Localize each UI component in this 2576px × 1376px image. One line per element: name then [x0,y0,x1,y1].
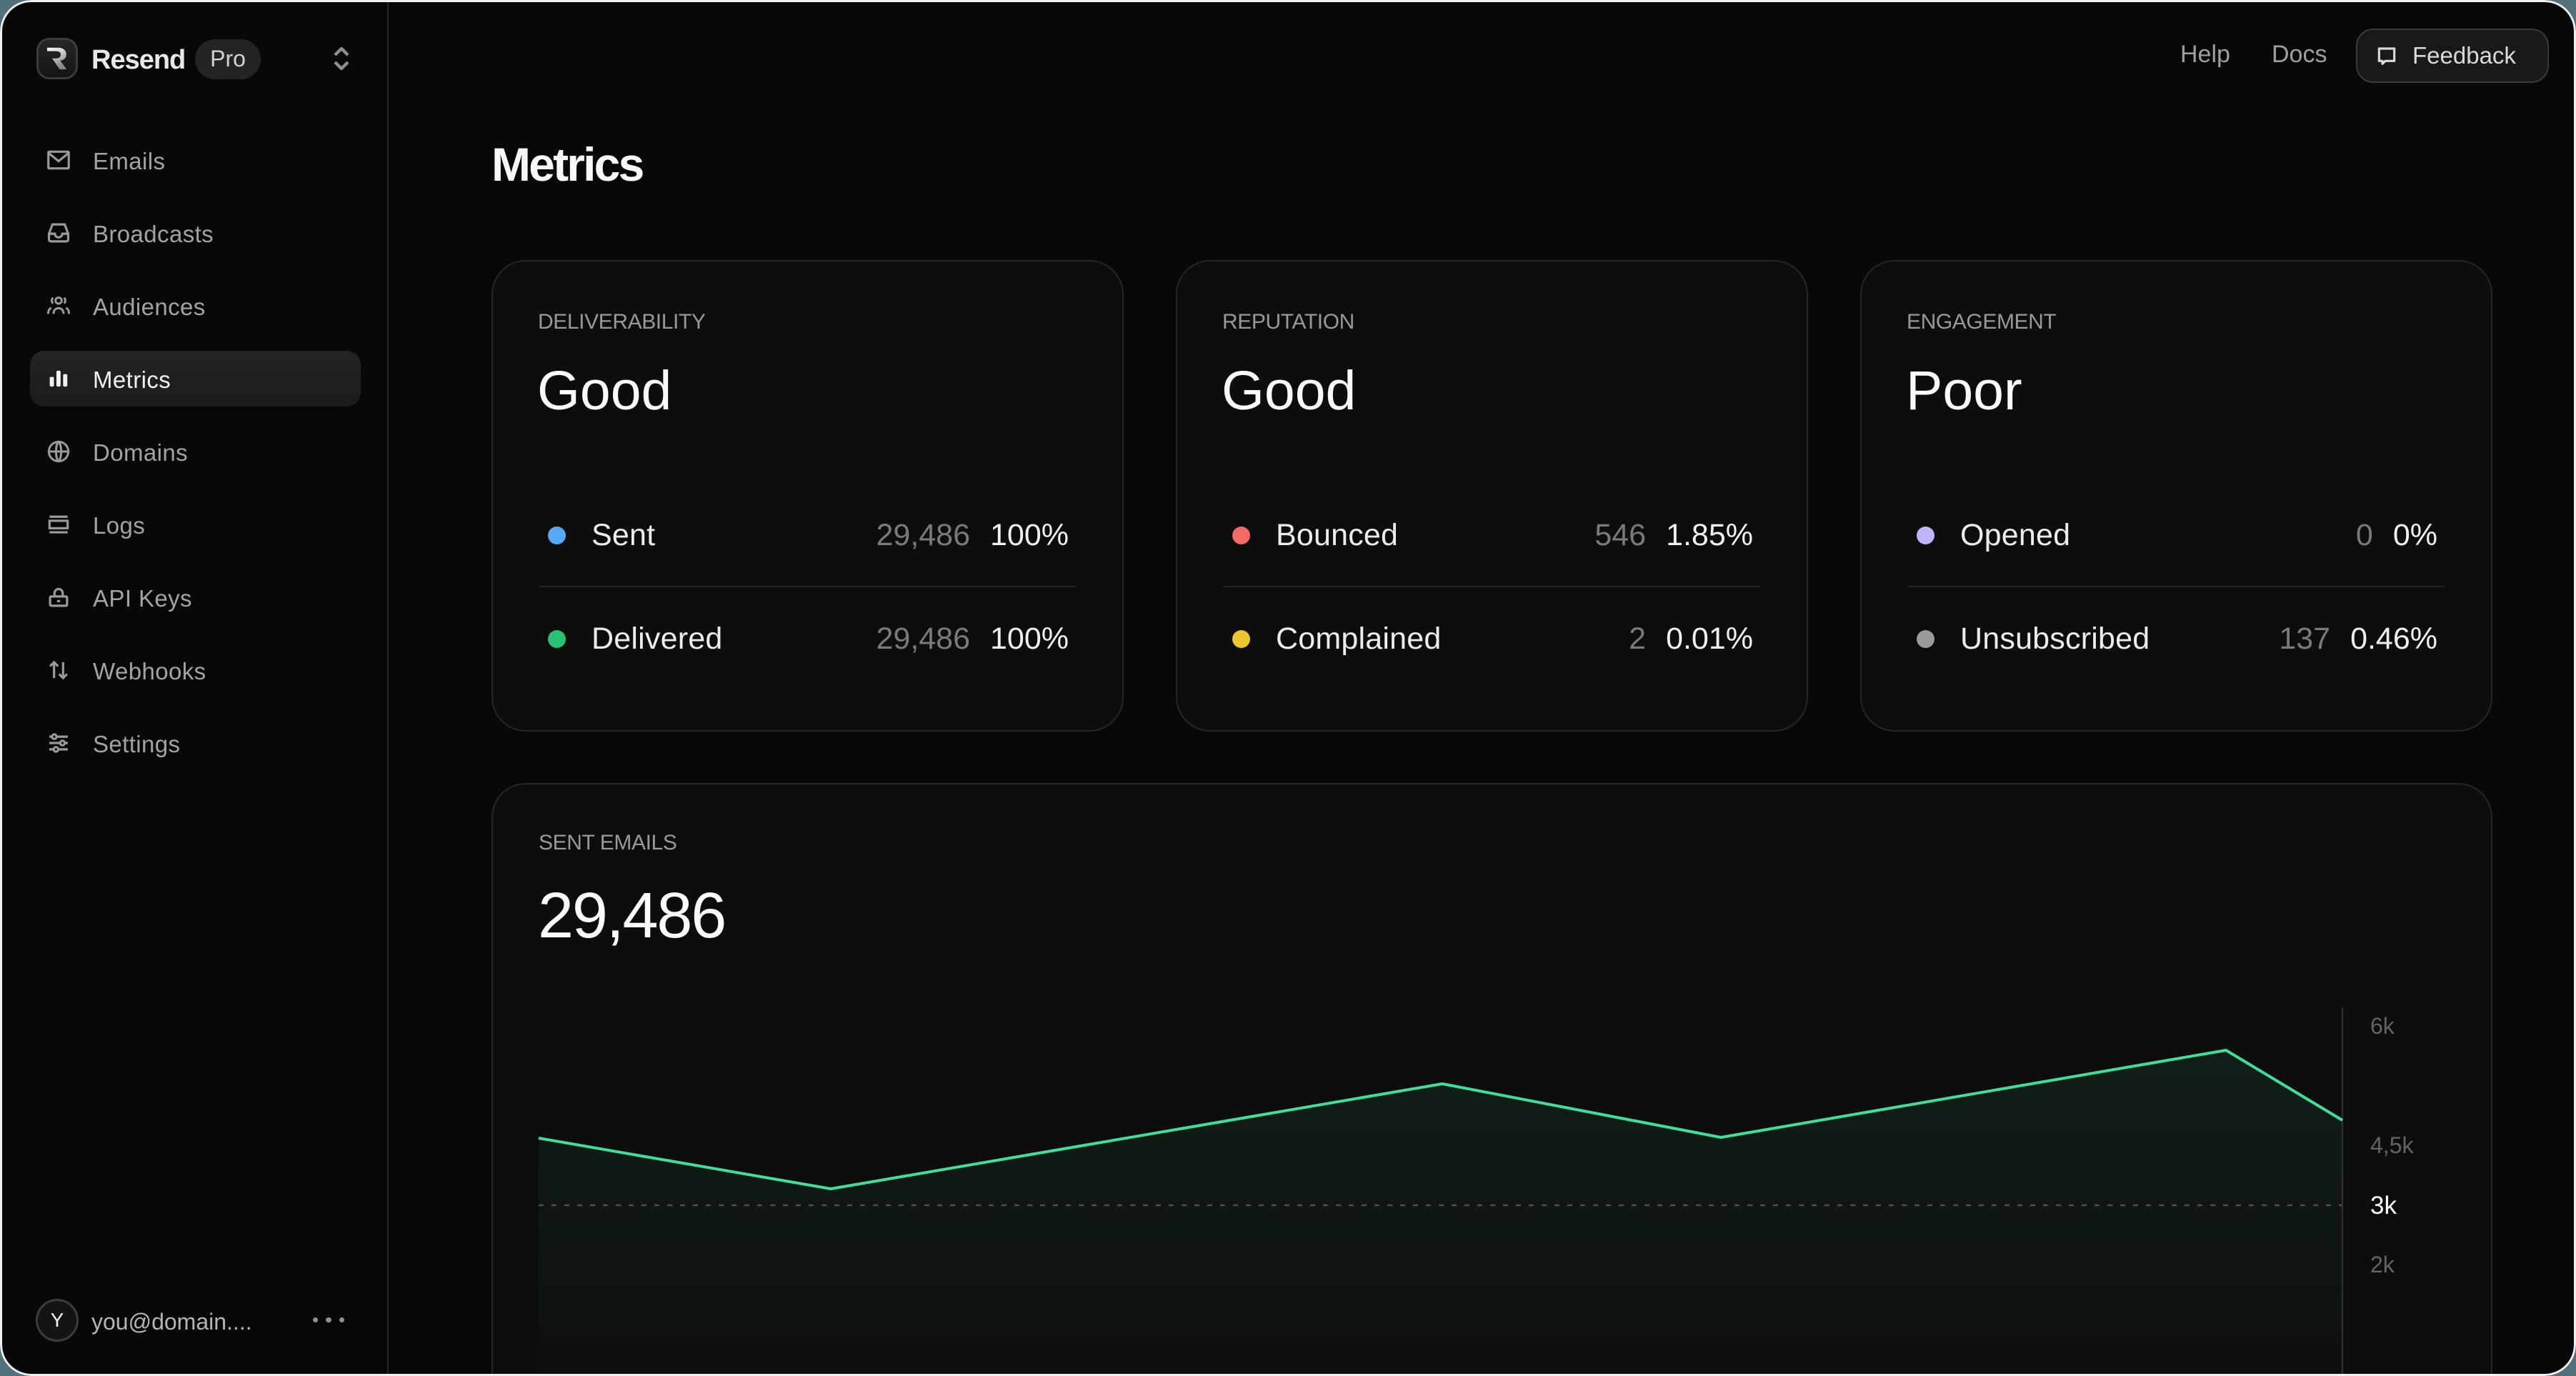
svg-text:6k: 6k [2370,1013,2395,1039]
svg-text:3k: 3k [2370,1192,2397,1220]
svg-text:4,5k: 4,5k [2370,1132,2414,1158]
svg-text:2k: 2k [2370,1252,2395,1277]
